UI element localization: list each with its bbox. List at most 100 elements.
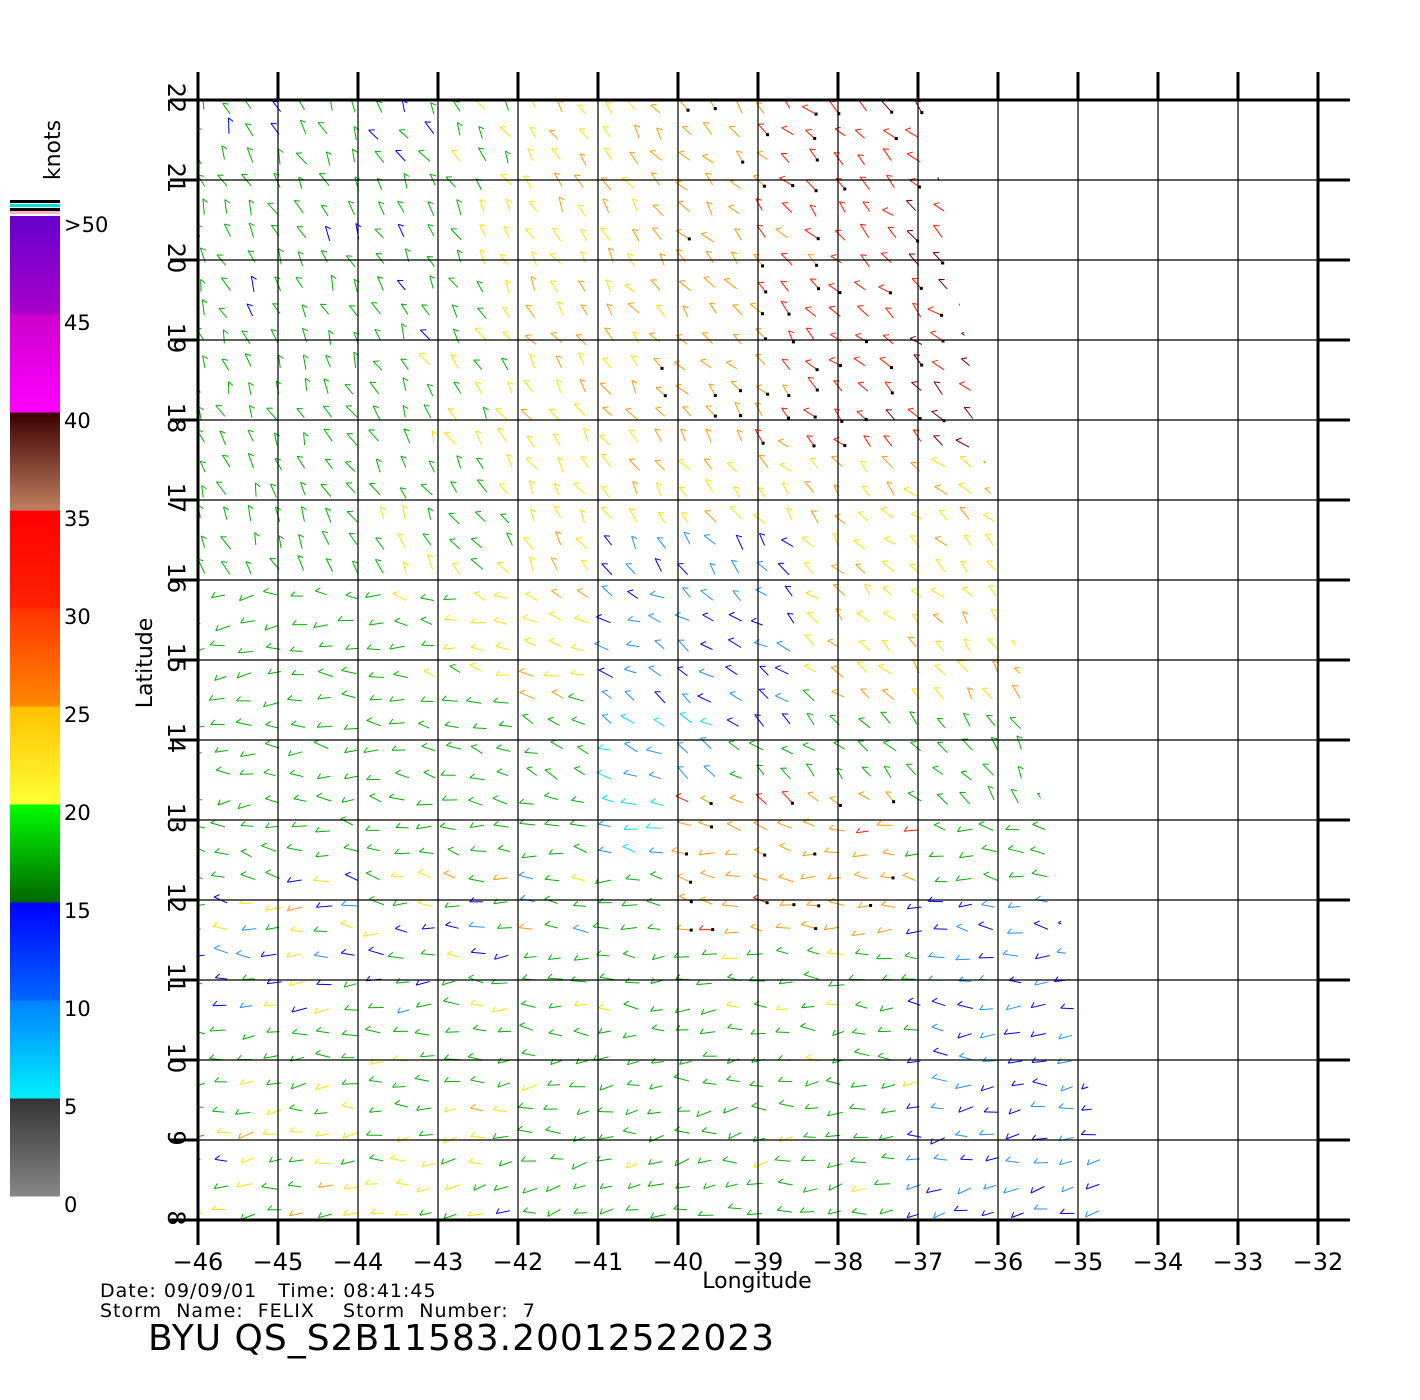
wind-vector [420,953,435,956]
wind-vector [701,1130,717,1135]
wind-vector [803,974,820,980]
wind-vector [220,536,232,550]
wind-vector-barb [501,357,508,361]
wind-vector-barb [375,458,382,463]
rain-flag-marker [792,903,796,907]
wind-vector-barb [704,458,711,460]
wind-vector [1085,929,1099,933]
wind-vector-barb [506,198,513,203]
colorbar-label: 10 [64,997,91,1021]
wind-vector-barb [728,1132,731,1139]
wind-vector-barb [678,150,685,153]
wind-vector [676,928,692,931]
wind-vector-barb [787,612,794,615]
wind-vector [547,1208,561,1217]
wind-vector [1059,1160,1073,1166]
wind-vector [981,904,995,908]
wind-vector-barb [596,613,603,618]
wind-vector [315,1133,330,1137]
wind-vector-barb [507,381,514,385]
wind-vector-barb [1088,258,1095,260]
rain-flag-marker [660,366,664,370]
wind-vector-barb [786,507,793,511]
wind-vector [292,1032,308,1036]
wind-vector-barb [806,763,813,766]
wind-vector [493,620,508,625]
wind-vector-barb [855,332,862,336]
wind-vector [474,381,483,395]
wind-vector [214,851,229,855]
wind-vector [470,745,483,754]
wind-vector-barb [274,432,280,437]
wind-vector [397,533,406,548]
wind-vector-barb [934,149,942,152]
wind-vector [556,100,563,112]
wind-vector [291,825,307,828]
wind-vector-barb [1067,741,1074,744]
wind-vector [496,747,511,752]
wind-vector-barb [598,667,605,671]
colorbar-label: 0 [64,1193,77,1217]
wind-vector [290,929,303,933]
wind-vector-barb [420,1051,425,1058]
wind-vector [906,1106,920,1109]
wind-vector [1062,303,1073,316]
wind-vector [654,428,663,442]
wind-vector-barb [526,766,533,769]
wind-vector [366,847,381,852]
wind-vector [530,509,535,522]
wind-vector-barb [498,1160,503,1167]
wind-vector [380,506,385,519]
wind-vector [728,1132,742,1140]
wind-vector [446,744,462,750]
wind-vector [344,1009,359,1011]
wind-vector-barb [955,437,962,441]
wind-vector-barb [826,1110,831,1117]
wind-vector-barb [525,457,532,459]
wind-vector-barb [444,1054,449,1060]
wind-vector-barb [217,799,221,806]
wind-vector [858,905,871,908]
wind-vector [934,640,945,653]
wind-vector-barb [348,200,355,204]
wind-vector [931,1026,944,1032]
wind-vector [265,743,280,749]
wind-vector-barb [779,842,786,847]
wind-vector-barb [987,279,994,281]
wind-vector-barb [782,482,789,485]
rain-flag-marker [1018,186,1022,190]
wind-vector [1035,433,1048,442]
wind-vector [807,792,819,802]
wind-vector-barb [655,406,662,409]
wind-vector [1016,735,1022,750]
wind-vector [657,511,666,524]
wind-vector-barb [529,480,535,484]
wind-vector [1033,306,1047,314]
wind-vector [519,1025,534,1031]
wind-vector-barb [530,251,537,255]
wind-vector-barb [699,896,706,900]
wind-vector-barb [240,871,247,875]
wind-vector [348,532,358,545]
wind-vector [346,433,358,446]
wind-vector [530,276,536,291]
wind-vector-barb [495,407,502,410]
wind-vector [986,203,995,216]
wind-vector-barb [522,974,528,979]
wind-vector-barb [235,718,242,723]
wind-vector-barb [185,1187,188,1192]
wind-vector-barb [801,536,808,539]
wind-vector [598,1030,611,1034]
wind-vector [221,145,225,160]
wind-vector [800,1211,815,1213]
wind-vector-barb [1084,204,1091,207]
wind-vector-barb [978,921,984,926]
wind-vector [1030,207,1046,215]
wind-vector-barb [907,790,914,794]
wind-vector [238,1131,254,1140]
rain-flag-marker [791,340,795,344]
wind-vector-barb [234,1109,240,1115]
wind-vector-barb [475,430,482,434]
wind-vector-barb [443,997,449,1002]
wind-vector-barb [983,1107,989,1113]
